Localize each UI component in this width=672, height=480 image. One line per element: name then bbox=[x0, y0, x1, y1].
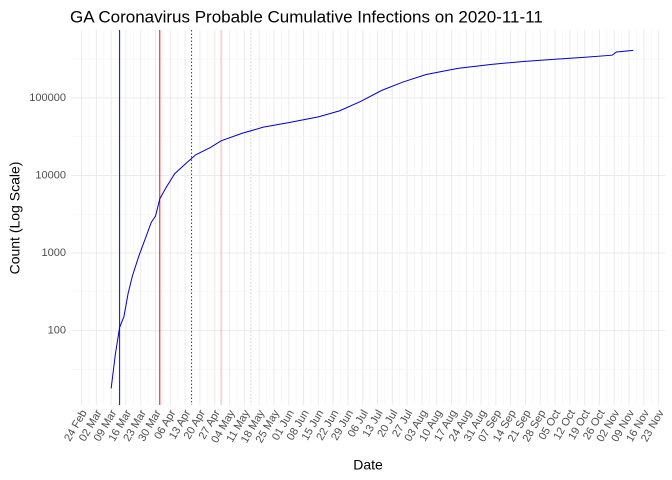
y-tick-label: 1000 bbox=[42, 247, 66, 259]
y-axis-title: Count (Log Scale) bbox=[7, 162, 23, 275]
y-tick-label: 100 bbox=[48, 325, 66, 337]
data-line bbox=[110, 49, 634, 389]
y-tick-label: 100000 bbox=[29, 92, 66, 104]
chart-title: GA Coronavirus Probable Cumulative Infec… bbox=[70, 7, 543, 26]
y-tick-label: 10000 bbox=[35, 169, 66, 181]
x-axis-title: Date bbox=[353, 457, 383, 473]
